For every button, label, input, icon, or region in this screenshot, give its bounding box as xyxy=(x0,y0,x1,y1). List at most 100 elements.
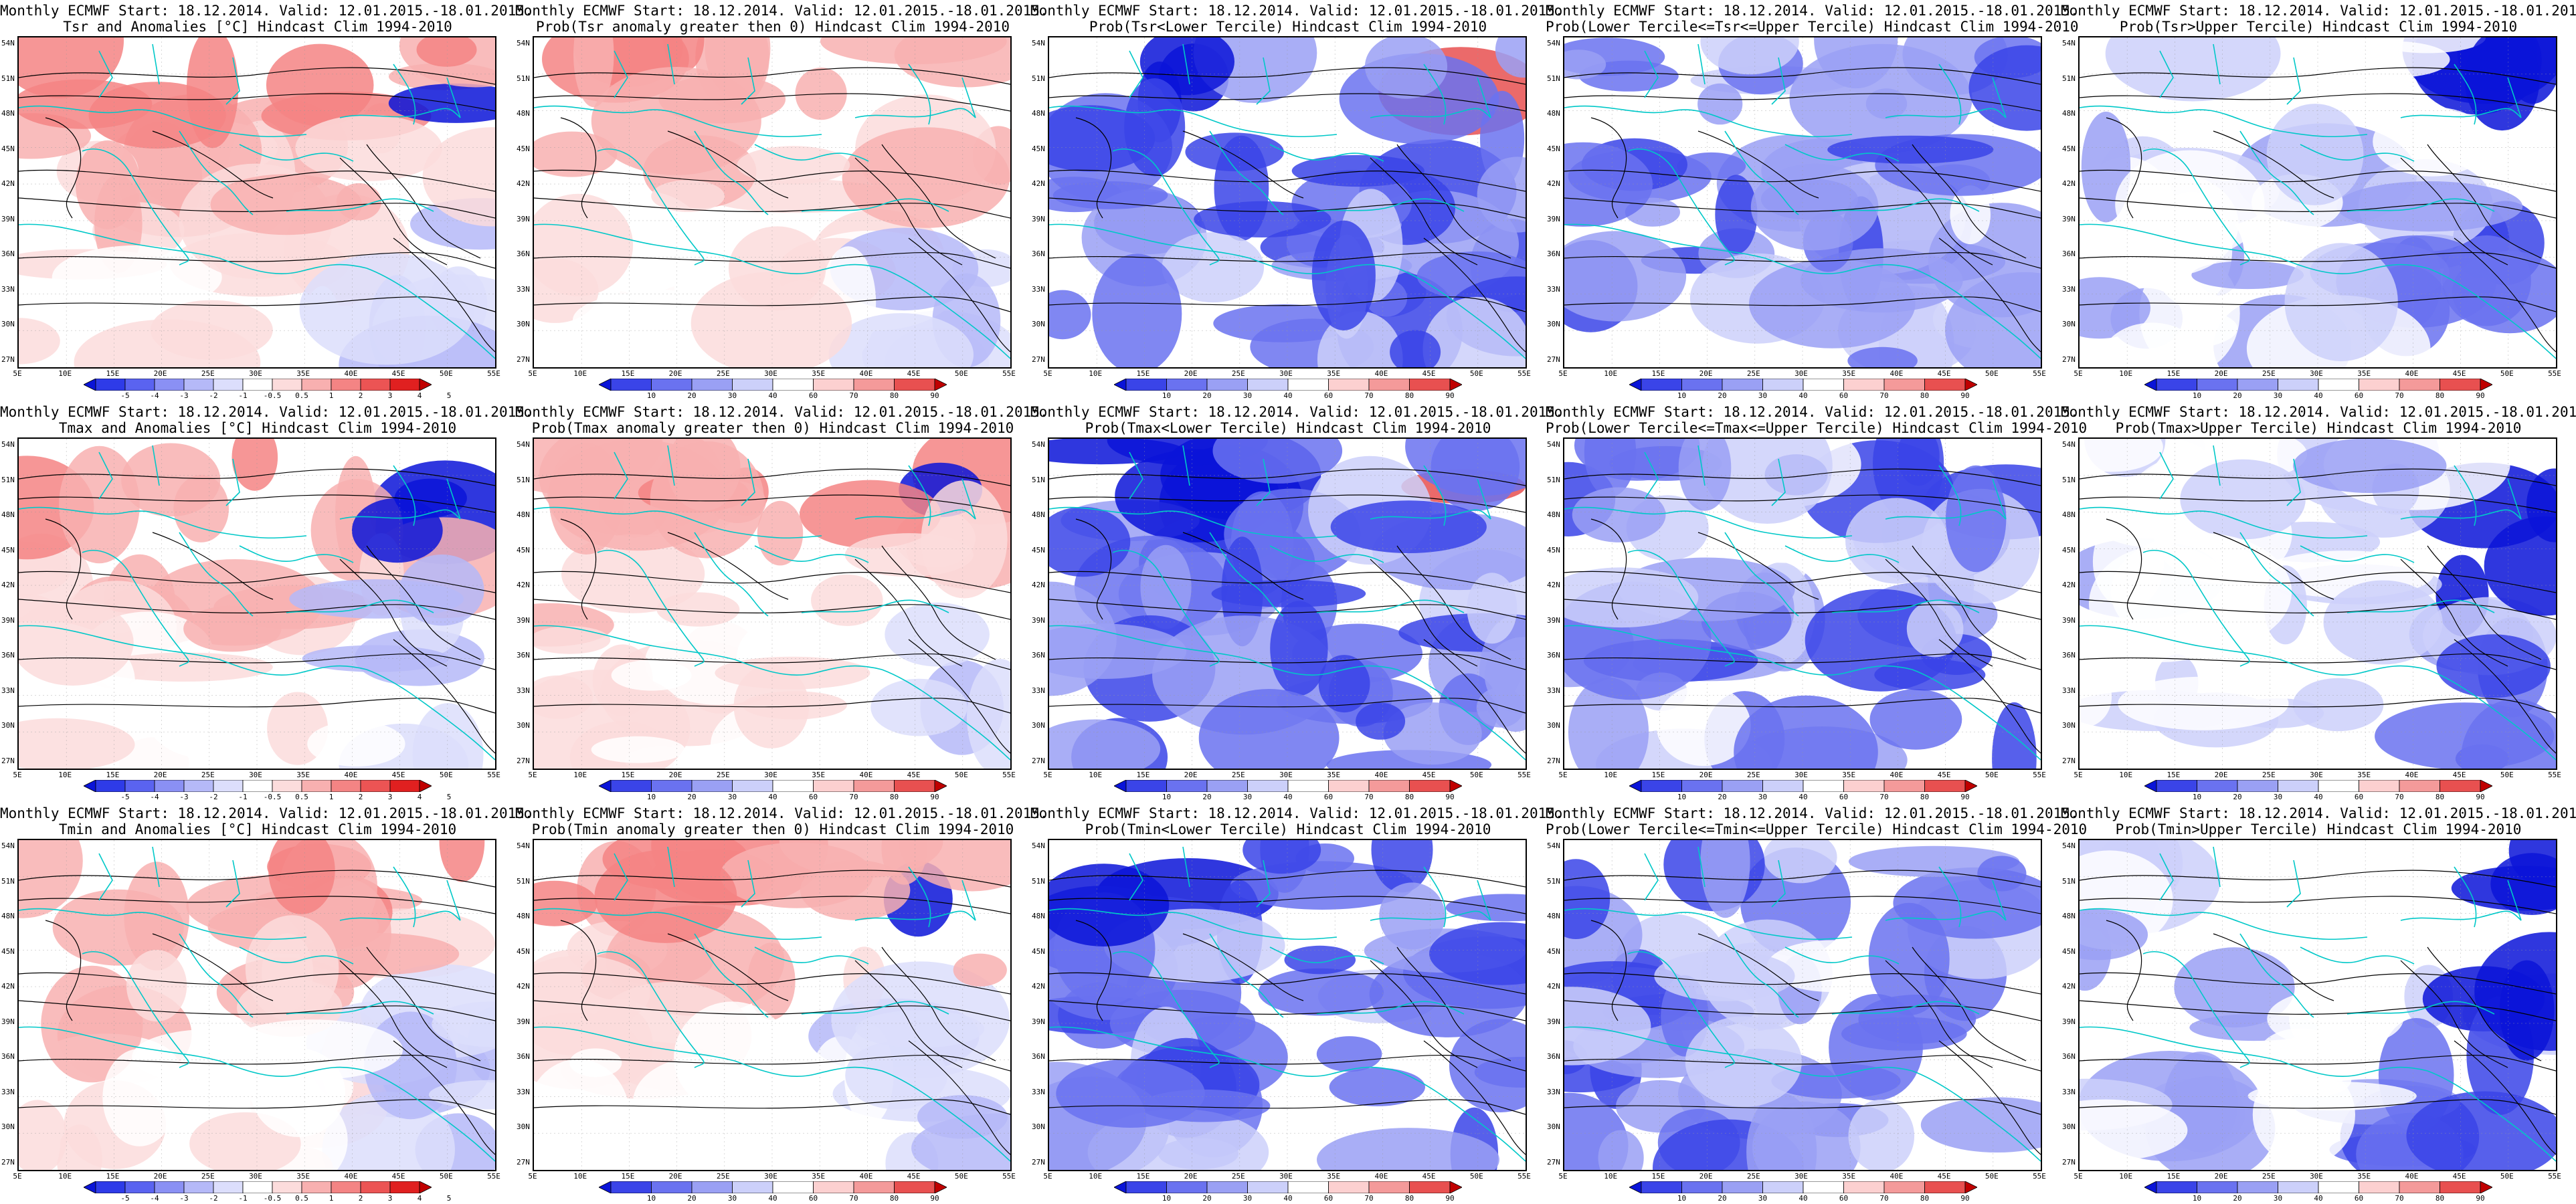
lon-tick-label: 45E xyxy=(907,771,921,779)
colorbar-segment xyxy=(1722,780,1763,792)
lon-tick-label: 55E xyxy=(2033,771,2046,779)
colorbar-tick-label: 10 xyxy=(1677,1194,1687,1203)
lat-tick-label: 45N xyxy=(1,144,15,153)
lon-tick-label: 25E xyxy=(1746,771,1760,779)
map-panel-tsr-3: Monthly ECMWF Start: 18.12.2014. Valid: … xyxy=(1030,0,1564,401)
lat-tick-label: 39N xyxy=(1,615,15,625)
lon-tick-label: 10E xyxy=(1604,369,1618,378)
map-field xyxy=(534,439,1010,769)
lon-tick-label: 15E xyxy=(1651,771,1665,779)
colorbar-low-arrow xyxy=(599,780,612,792)
colorbar-segment xyxy=(1409,379,1451,391)
colorbar-tick-label: 60 xyxy=(808,391,818,400)
lon-tick-label: 30E xyxy=(1795,771,1808,779)
colorbar-tick-label: 10 xyxy=(646,391,656,400)
colorbar-segment xyxy=(95,379,126,391)
lon-tick-label: 35E xyxy=(812,771,826,779)
lat-tick-label: 48N xyxy=(1032,510,1045,520)
lat-tick-label: 48N xyxy=(2062,510,2076,520)
panel-title-line2: Prob(Tmax>Upper Tercile) Hindcast Clim 1… xyxy=(2115,420,2522,436)
lon-tick-label: 30E xyxy=(2310,1172,2323,1181)
lon-tick-label: 50E xyxy=(1985,771,1999,779)
colorbar-segment xyxy=(2440,379,2481,391)
colorbar-low-arrow xyxy=(84,780,96,792)
colorbar xyxy=(84,379,432,391)
colorbar-high-arrow xyxy=(419,1181,432,1193)
lat-tick-label: 42N xyxy=(1547,179,1560,189)
lat-tick-label: 30N xyxy=(517,320,530,329)
colorbar-segment xyxy=(2318,780,2359,792)
colorbar-segment xyxy=(772,780,814,792)
lat-tick-label: 45N xyxy=(517,545,530,555)
colorbar-high-arrow xyxy=(1449,780,1462,792)
colorbar-segment xyxy=(1681,780,1723,792)
lon-tick-label: 35E xyxy=(1842,369,1856,378)
colorbar-tick-label: 30 xyxy=(1243,391,1253,400)
colorbar-high-arrow xyxy=(419,780,432,792)
colorbar-segment xyxy=(2399,780,2440,792)
lon-tick-label: 15E xyxy=(621,771,635,779)
lat-tick-label: 42N xyxy=(1,581,15,590)
colorbar-segment xyxy=(242,379,273,391)
colorbar-low-arrow xyxy=(1629,780,1642,792)
lon-tick-label: 20E xyxy=(1699,1172,1713,1181)
panel-title-line1: Monthly ECMWF Start: 18.12.2014. Valid: … xyxy=(0,805,533,821)
lon-tick-label: 45E xyxy=(391,771,405,779)
colorbar-tick-label: 10 xyxy=(1677,391,1687,400)
panel-title-line1: Monthly ECMWF Start: 18.12.2014. Valid: … xyxy=(1546,404,2079,420)
colorbar-tick-label: 80 xyxy=(1404,793,1414,801)
colorbar-segment xyxy=(124,780,155,792)
panel-title-line2: Prob(Tmax anomaly greater then 0) Hindca… xyxy=(531,420,1014,436)
map-field xyxy=(1564,37,2041,367)
lat-tick-label: 30N xyxy=(1032,721,1045,730)
lat-tick-label: 27N xyxy=(2062,1158,2076,1167)
colorbar-segment xyxy=(610,780,652,792)
lat-tick-label: 36N xyxy=(1032,249,1045,259)
colorbar-segment xyxy=(894,1181,935,1193)
lat-tick-label: 54N xyxy=(1,841,15,850)
colorbar-segment xyxy=(1843,379,1885,391)
lon-tick-label: 5E xyxy=(1043,369,1052,378)
lat-tick-label: 30N xyxy=(1,721,15,730)
lon-tick-label: 30E xyxy=(2310,771,2323,779)
colorbar-tick-label: 60 xyxy=(1323,1194,1333,1203)
lon-tick-label: 5E xyxy=(528,1172,537,1181)
colorbar-tick-label: 30 xyxy=(1243,793,1253,801)
colorbar-segment xyxy=(331,379,361,391)
lon-tick-label: 15E xyxy=(2167,771,2181,779)
map-field xyxy=(2080,840,2556,1170)
lat-tick-label: 51N xyxy=(1547,475,1560,484)
lat-tick-label: 54N xyxy=(1032,39,1045,47)
lon-tick-label: 40E xyxy=(1374,1172,1388,1181)
lon-tick-label: 30E xyxy=(249,771,262,779)
lat-tick-label: 45N xyxy=(1032,144,1045,153)
colorbar-segment xyxy=(272,780,302,792)
lat-tick-label: 39N xyxy=(517,1017,530,1026)
lat-tick-label: 33N xyxy=(1547,686,1560,695)
colorbar-tick-label: 90 xyxy=(2476,793,2485,801)
colorbar xyxy=(599,1181,947,1193)
lon-tick-label: 5E xyxy=(13,1172,22,1181)
colorbar-tick-label: -2 xyxy=(209,1194,218,1203)
lat-tick-label: 30N xyxy=(2062,1122,2076,1132)
colorbar-segment xyxy=(2156,780,2197,792)
lat-tick-label: 33N xyxy=(1547,284,1560,294)
map-panel-tmin-2: Monthly ECMWF Start: 18.12.2014. Valid: … xyxy=(515,803,1048,1204)
map-area xyxy=(1048,36,1527,369)
lat-tick-label: 48N xyxy=(517,912,530,921)
lat-tick-label: 27N xyxy=(517,1158,530,1167)
colorbar-tick-label: 90 xyxy=(1960,391,1970,400)
colorbar xyxy=(2144,780,2492,792)
lat-tick-label: 45N xyxy=(1547,545,1560,555)
lat-tick-label: 45N xyxy=(2062,545,2076,555)
lon-tick-label: 20E xyxy=(153,771,167,779)
colorbar xyxy=(599,379,947,391)
colorbar-tick-label: 60 xyxy=(2354,1194,2364,1203)
colorbar-tick-label: 80 xyxy=(1404,391,1414,400)
colorbar xyxy=(1629,379,1977,391)
colorbar-segment xyxy=(732,1181,773,1193)
colorbar-low-arrow xyxy=(1629,1181,1642,1193)
colorbar-segment xyxy=(1924,379,1966,391)
colorbar-tick-label: 40 xyxy=(1799,793,1808,801)
lat-tick-label: 45N xyxy=(1547,946,1560,956)
